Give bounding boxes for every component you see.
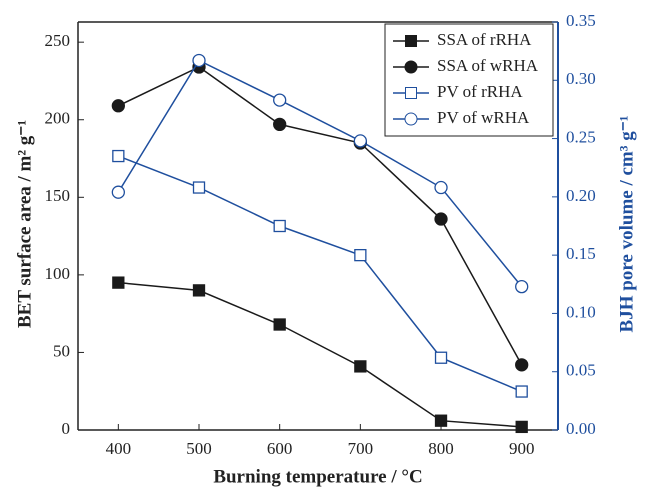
data-point — [354, 248, 367, 262]
y-tick-label: 150 — [45, 186, 71, 205]
legend-marker — [404, 60, 418, 74]
data-point — [273, 318, 286, 331]
y-tick-label: 200 — [45, 109, 71, 128]
legend-label: PV of rRHA — [437, 82, 523, 101]
y2-tick-label: 0.20 — [566, 186, 596, 205]
data-point — [515, 358, 529, 372]
legend-marker — [405, 35, 417, 47]
data-point — [112, 276, 125, 289]
data-point — [434, 351, 448, 364]
data-point — [515, 385, 528, 398]
data-point — [111, 185, 125, 199]
data-point — [273, 219, 286, 233]
x-tick-label: 400 — [106, 439, 132, 458]
x-tick-label: 600 — [267, 439, 293, 458]
legend-label: PV of wRHA — [437, 108, 530, 127]
data-point — [192, 181, 206, 194]
x-tick-label: 900 — [509, 439, 535, 458]
data-point — [515, 279, 529, 294]
y-axis-title: BET surface area / m² g⁻¹ — [14, 120, 35, 328]
legend-label: SSA of rRHA — [437, 30, 532, 49]
y2-tick-label: 0.00 — [566, 419, 596, 438]
y2-axis-title: BJH pore volume / cm³ g⁻¹ — [616, 116, 637, 333]
series-line — [118, 155, 522, 393]
data-point — [111, 99, 125, 113]
y2-tick-label: 0.30 — [566, 69, 596, 88]
data-point — [434, 180, 448, 195]
y-tick-label: 0 — [62, 419, 71, 438]
x-tick-label: 700 — [348, 439, 374, 458]
data-point — [515, 420, 528, 434]
series-line — [118, 281, 522, 428]
y2-tick-label: 0.15 — [566, 244, 596, 263]
y-tick-label: 50 — [53, 341, 70, 360]
y2-tick-label: 0.35 — [566, 11, 596, 30]
series-line — [118, 66, 523, 366]
legend-label: SSA of wRHA — [437, 56, 539, 75]
data-point — [354, 360, 367, 373]
x-axis-title: Burning temperature / °C — [213, 466, 422, 487]
data-point — [192, 284, 206, 297]
y2-tick-label: 0.05 — [566, 361, 596, 380]
data-point — [273, 117, 287, 132]
y2-tick-label: 0.25 — [566, 127, 596, 146]
legend-marker — [404, 112, 418, 126]
data-point — [192, 53, 206, 68]
data-point — [353, 134, 368, 148]
x-tick-label: 800 — [428, 439, 454, 458]
legend-marker — [405, 87, 417, 99]
y-tick-label: 250 — [45, 31, 71, 50]
data-point — [434, 212, 448, 226]
data-point — [112, 149, 125, 163]
data-point — [273, 93, 287, 107]
x-tick-label: 500 — [186, 439, 212, 458]
y-tick-label: 100 — [45, 264, 71, 283]
y2-tick-label: 0.10 — [566, 302, 596, 321]
series-line — [117, 59, 523, 288]
data-point — [434, 414, 448, 427]
